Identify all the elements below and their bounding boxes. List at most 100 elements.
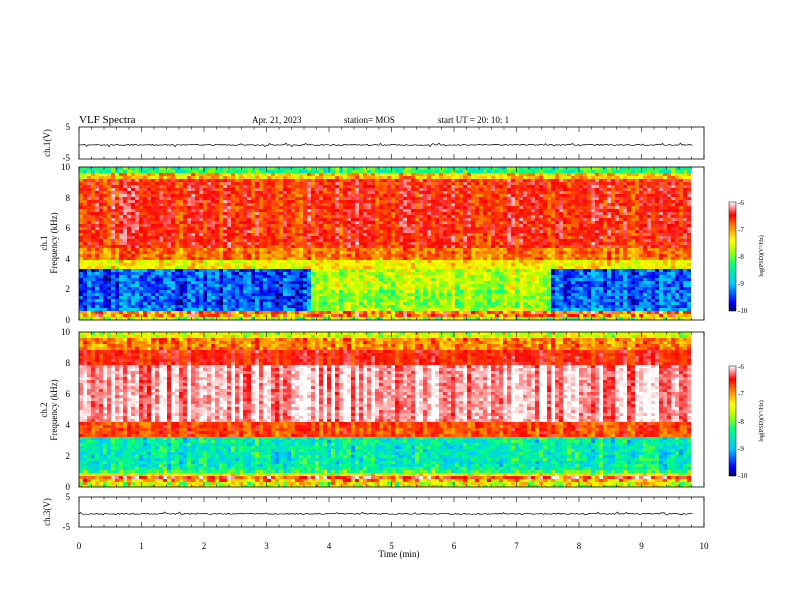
spectrogram-cell	[251, 269, 255, 272]
spectrogram-cell	[175, 251, 179, 254]
spectrogram-cell	[251, 179, 255, 182]
spectrogram-cell	[139, 302, 143, 305]
spectrogram-cell	[111, 227, 115, 230]
spectrogram-cell	[395, 191, 399, 194]
spectrogram-cell	[147, 296, 151, 299]
spectrogram-cell	[351, 242, 355, 245]
spectrogram-cell	[395, 215, 399, 218]
spectrogram-cell	[123, 239, 127, 242]
spectrogram-cell	[391, 227, 395, 230]
spectrogram-cell	[363, 239, 367, 242]
spectrogram-cell	[311, 257, 315, 260]
spectrogram-cell	[299, 215, 303, 218]
spectrogram-cell	[319, 305, 323, 308]
spectrogram-cell	[155, 278, 159, 281]
spectrogram-cell	[363, 245, 367, 248]
spectrogram-cell	[139, 314, 143, 317]
spectrogram-cell	[171, 314, 175, 317]
spectrogram-cell	[195, 257, 199, 260]
spectrogram-cell	[119, 311, 123, 314]
spectrogram-cell	[235, 188, 239, 191]
spectrogram-cell	[267, 194, 271, 197]
spectrogram-cell	[403, 188, 407, 191]
spectrogram-cell	[143, 257, 147, 260]
spectrogram-cell	[219, 230, 223, 233]
spectrogram-cell	[235, 287, 239, 290]
spectrogram-cell	[239, 224, 243, 227]
spectrogram-cell	[127, 182, 131, 185]
spectrogram-cell	[235, 185, 239, 188]
spectrogram-cell	[379, 218, 383, 221]
spectrogram-cell	[91, 212, 95, 215]
spectrogram-cell	[307, 317, 311, 320]
spectrogram-cell	[243, 296, 247, 299]
spectrogram-cell	[79, 203, 83, 206]
spectrogram-cell	[355, 251, 359, 254]
spectrogram-cell	[151, 236, 155, 239]
spectrogram-cell	[459, 242, 463, 245]
spectrogram-cell	[339, 278, 343, 281]
spectrogram-cell	[83, 275, 87, 278]
spectrogram-cell	[439, 191, 443, 194]
spectrogram-cell	[275, 182, 279, 185]
spectrogram-cell	[203, 260, 207, 263]
spectrogram-cell	[151, 296, 155, 299]
spectrogram-cell	[203, 302, 207, 305]
spectrogram-cell	[343, 197, 347, 200]
spectrogram-cell	[251, 170, 255, 173]
spectrogram-cell	[299, 260, 303, 263]
spectrogram-cell	[163, 278, 167, 281]
spectrogram-cell	[175, 206, 179, 209]
spectrogram-cell	[243, 170, 247, 173]
spectrogram-cell	[283, 224, 287, 227]
spectrogram-cell	[439, 224, 443, 227]
spectrogram-cell	[299, 224, 303, 227]
spectrogram-cell	[183, 194, 187, 197]
spectrogram-cell	[279, 170, 283, 173]
spectrogram-cell	[427, 230, 431, 233]
spectrogram-cell	[395, 305, 399, 308]
spectrogram-cell	[419, 254, 423, 257]
spectrogram-cell	[447, 287, 451, 290]
spectrogram-cell	[115, 215, 119, 218]
spectrogram-cell	[111, 230, 115, 233]
spectrogram-cell	[255, 287, 259, 290]
spectrogram-cell	[95, 308, 99, 311]
spectrogram-cell	[399, 308, 403, 311]
spectrogram-cell	[243, 176, 247, 179]
spectrogram-cell	[271, 275, 275, 278]
spectrogram-cell	[347, 293, 351, 296]
spectrogram-cell	[307, 203, 311, 206]
spectrogram-cell	[459, 266, 463, 269]
spectrogram-cell	[267, 242, 271, 245]
spectrogram-cell	[271, 281, 275, 284]
spectrogram-cell	[347, 218, 351, 221]
spectrogram-cell	[419, 167, 423, 170]
spectrogram-cell	[183, 170, 187, 173]
spectrogram-cell	[375, 212, 379, 215]
spectrogram-cell	[311, 284, 315, 287]
spectrogram-cell	[239, 212, 243, 215]
spectrogram-cell	[171, 290, 175, 293]
spectrogram-cell	[427, 194, 431, 197]
spectrogram-cell	[195, 236, 199, 239]
spectrogram-cell	[427, 224, 431, 227]
spectrogram-cell	[367, 206, 371, 209]
spectrogram-cell	[103, 296, 107, 299]
spectrogram-cell	[459, 203, 463, 206]
spectrogram-cell	[195, 197, 199, 200]
spectrogram-cell	[155, 203, 159, 206]
spectrogram-cell	[99, 182, 103, 185]
spectrogram-cell	[247, 290, 251, 293]
spectrogram-cell	[407, 302, 411, 305]
spectrogram-cell	[347, 296, 351, 299]
spectrogram-cell	[135, 176, 139, 179]
spectrogram-cell	[427, 251, 431, 254]
spectrogram-cell	[391, 317, 395, 320]
spectrogram-cell	[203, 239, 207, 242]
spectrogram-cell	[271, 179, 275, 182]
spectrogram-cell	[191, 170, 195, 173]
spectrogram-cell	[247, 194, 251, 197]
spectrogram-cell	[351, 236, 355, 239]
spectrogram-cell	[203, 173, 207, 176]
